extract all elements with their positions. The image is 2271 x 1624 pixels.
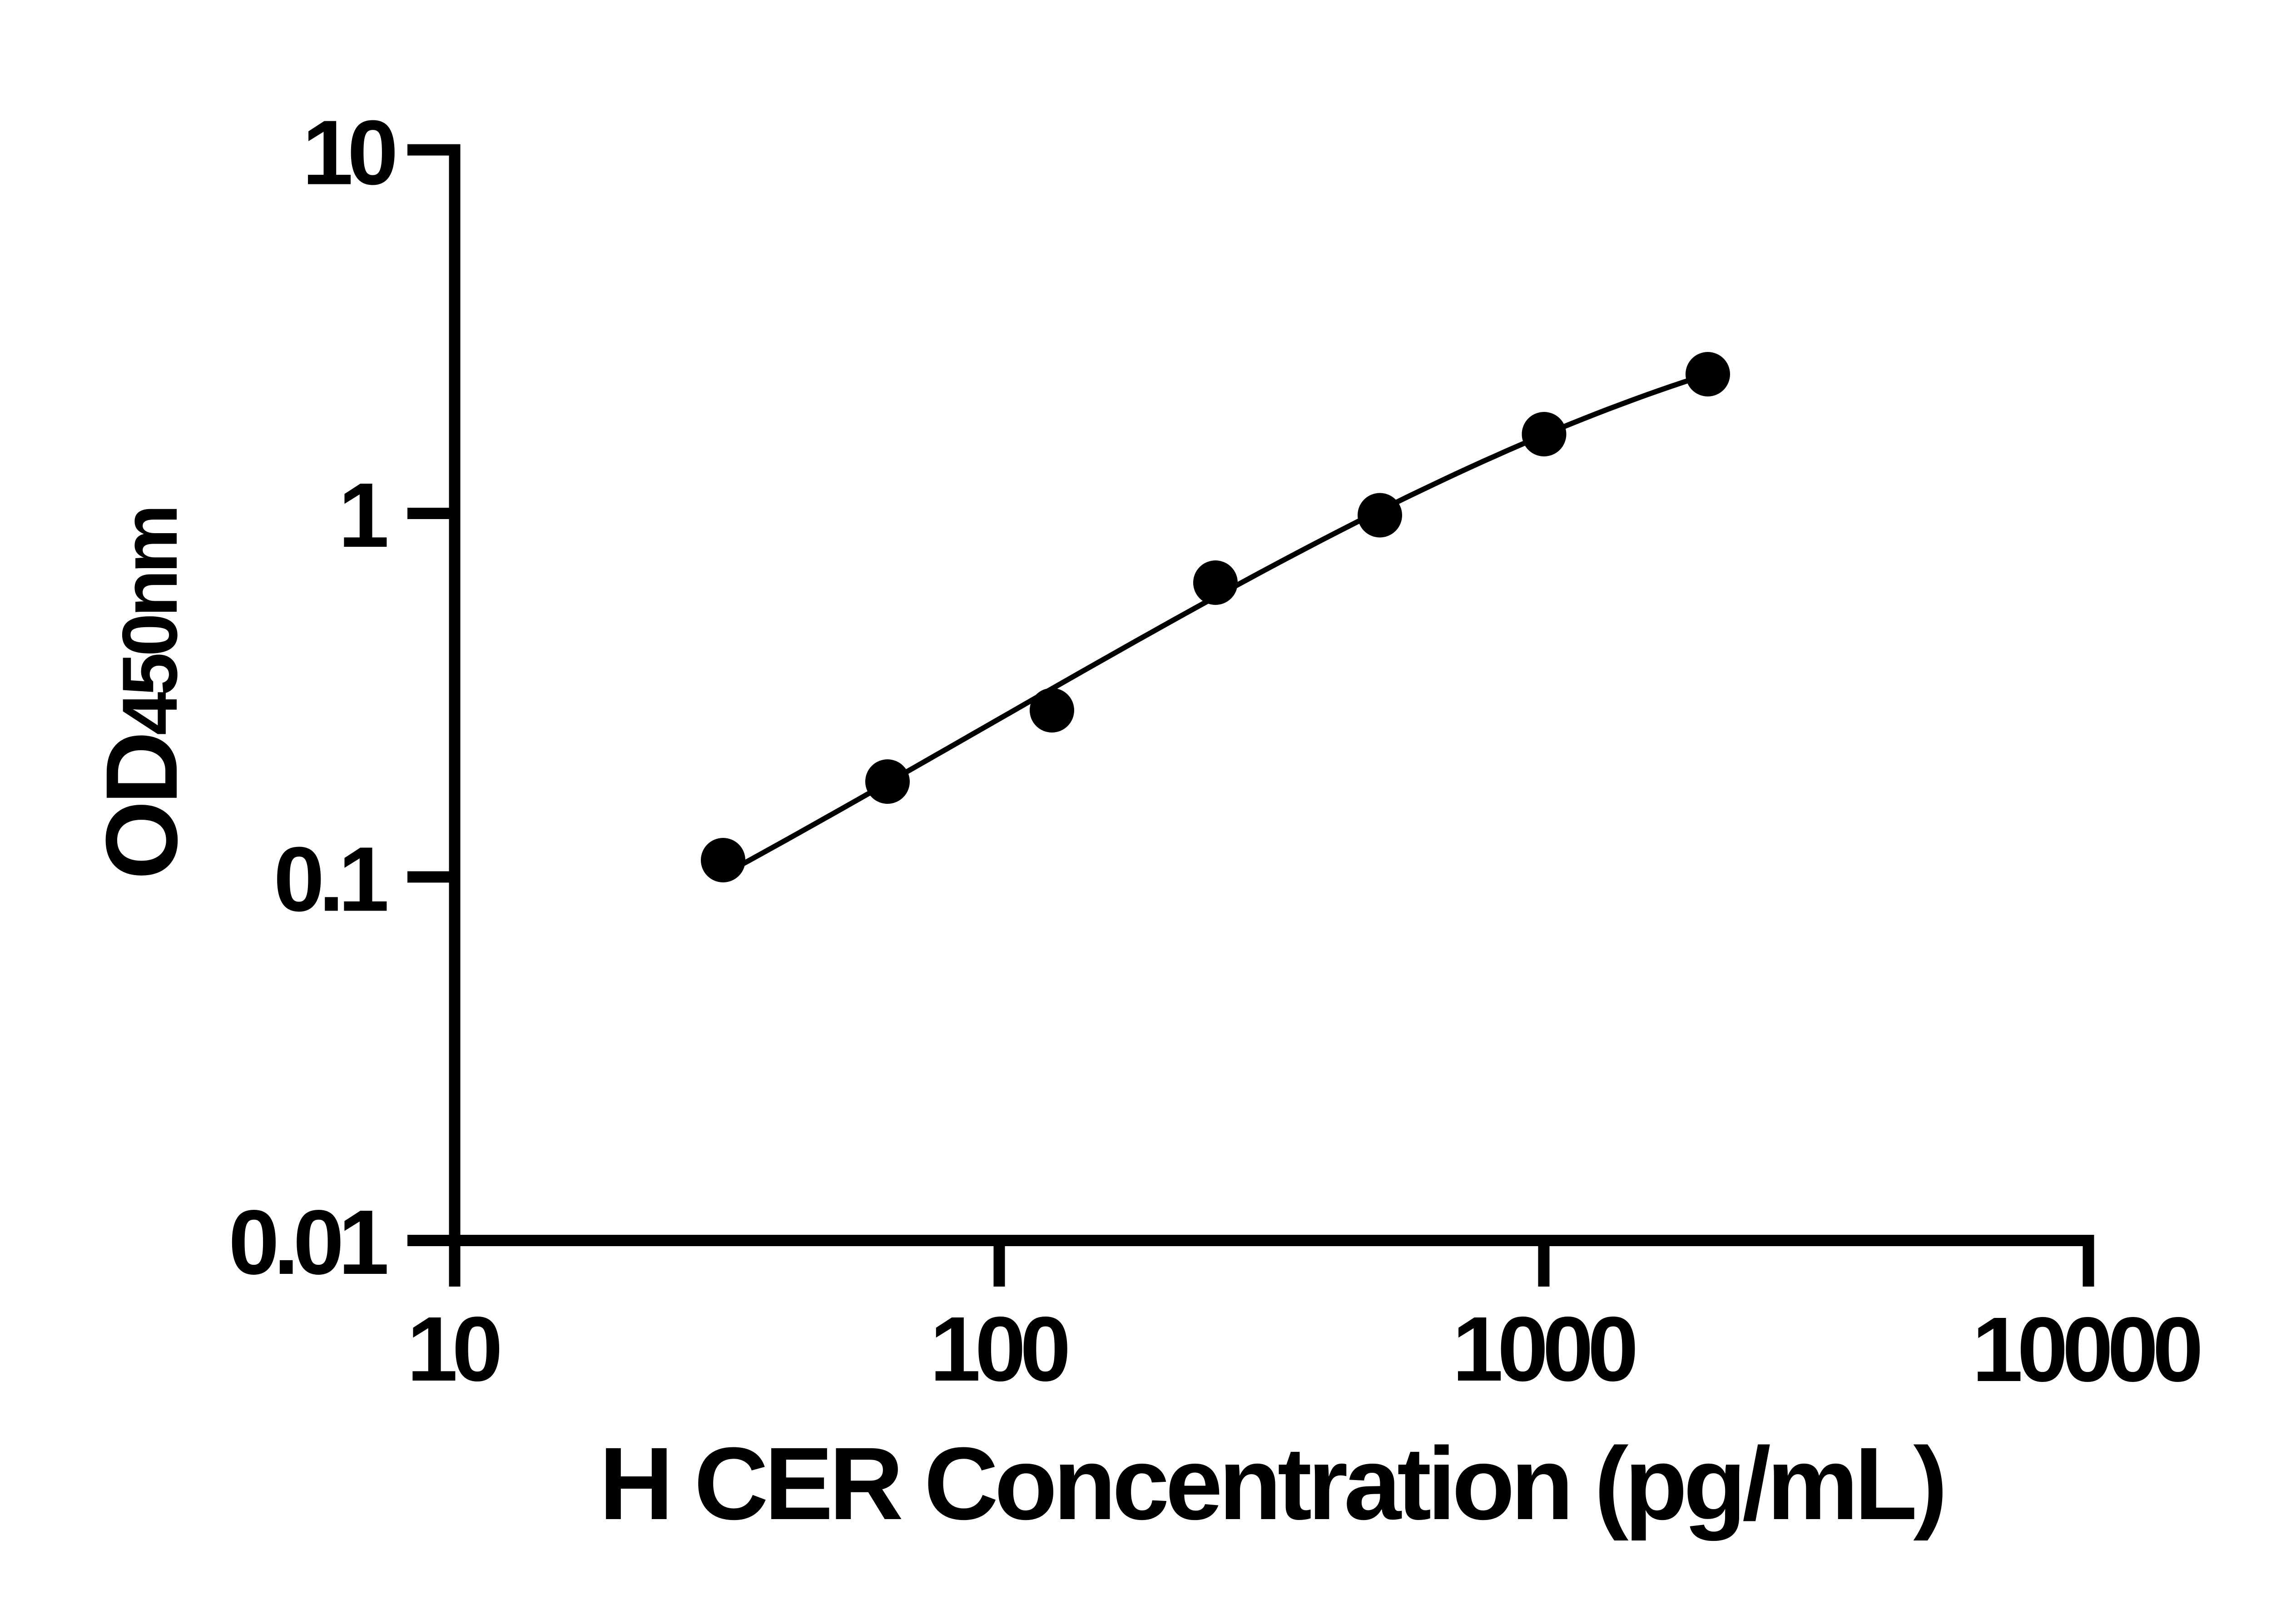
svg-text:0.1: 0.1 xyxy=(273,828,387,931)
svg-text:0.01: 0.01 xyxy=(228,1191,387,1293)
svg-text:H CER Concentration (pg/mL): H CER Concentration (pg/mL) xyxy=(599,1426,1944,1541)
svg-text:1000: 1000 xyxy=(1452,1297,1635,1400)
svg-text:10: 10 xyxy=(302,101,395,204)
svg-text:10000: 10000 xyxy=(1972,1298,2200,1401)
svg-text:100: 100 xyxy=(930,1297,1068,1400)
svg-text:1: 1 xyxy=(338,464,387,566)
svg-text:10: 10 xyxy=(407,1297,500,1400)
